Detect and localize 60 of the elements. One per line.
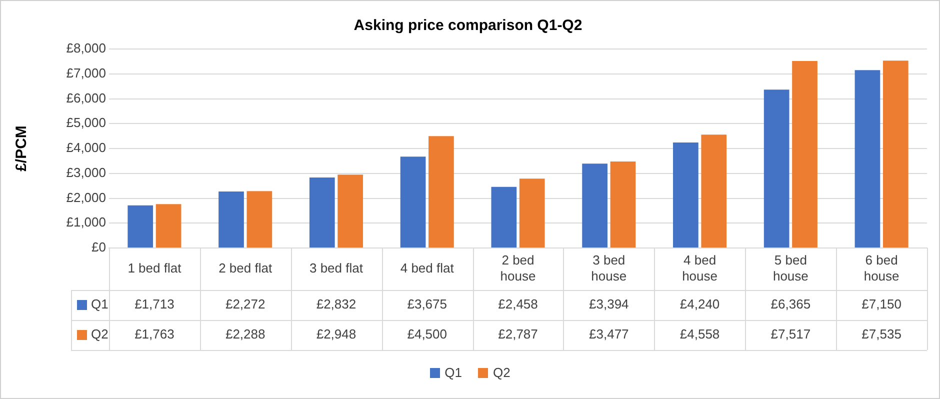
legend-label: Q1 — [91, 296, 108, 312]
data-label: £2,458 — [498, 296, 538, 312]
bar — [673, 142, 698, 248]
bar — [610, 162, 636, 248]
bar — [854, 70, 880, 248]
legend-label: Q2 — [91, 326, 108, 342]
data-label: £6,365 — [770, 296, 811, 312]
y-tick-label: £7,000 — [66, 65, 106, 80]
bar — [218, 191, 244, 248]
data-label: £2,832 — [316, 296, 356, 312]
x-tick-label: 6 bed house — [864, 252, 900, 284]
data-label: £7,150 — [862, 296, 902, 312]
x-tick-label: 2 bed house — [500, 252, 536, 284]
bar — [128, 205, 154, 248]
y-tick-label: £3,000 — [66, 164, 106, 180]
y-tick-label: £4,000 — [66, 140, 106, 156]
data-label: £3,394 — [589, 296, 629, 312]
bar — [338, 174, 363, 248]
x-tick-label: 1 bed flat — [128, 260, 182, 276]
x-tick-label: 4 bed house — [682, 252, 718, 284]
data-label: £2,288 — [225, 326, 266, 342]
data-label: £3,477 — [589, 326, 629, 342]
data-label: £1,713 — [134, 296, 174, 312]
data-label: £2,272 — [225, 296, 266, 312]
bar — [582, 164, 608, 248]
x-tick-label: 4 bed flat — [400, 260, 454, 276]
y-tick-label: £6,000 — [66, 90, 106, 106]
x-tick-label: 3 bed house — [591, 252, 627, 284]
y-tick-label: £0 — [92, 240, 106, 255]
text: Q2 — [493, 365, 510, 380]
x-tick-label: 2 bed flat — [218, 260, 272, 276]
data-label: £7,517 — [770, 326, 811, 342]
bar — [701, 134, 727, 248]
bar — [792, 61, 818, 248]
x-tick-label: 5 bed house — [772, 252, 808, 284]
y-axis-title: £/PCM — [13, 126, 30, 172]
bar — [156, 204, 182, 248]
data-label: £3,675 — [407, 296, 447, 312]
chart-title: Asking price comparison Q1-Q2 — [354, 17, 582, 34]
bar — [400, 156, 426, 248]
bar — [882, 60, 908, 248]
y-tick-label: £8,000 — [66, 40, 106, 56]
data-label: £2,948 — [316, 326, 356, 342]
bar — [428, 136, 454, 248]
data-label: £4,558 — [680, 326, 720, 342]
data-label: £7,535 — [862, 326, 902, 342]
data-label: £1,763 — [134, 326, 174, 342]
bar — [246, 191, 272, 248]
bar — [764, 90, 790, 248]
data-label: £4,240 — [680, 296, 720, 312]
text: Q1 — [444, 365, 462, 380]
bar — [309, 178, 335, 248]
x-tick-label: 3 bed flat — [309, 260, 364, 276]
y-tick-label: £5,000 — [66, 115, 106, 130]
bar — [491, 186, 517, 248]
data-label: £2,787 — [498, 326, 538, 342]
y-tick-label: £1,000 — [66, 214, 106, 230]
bar — [519, 178, 545, 248]
y-tick-label: £2,000 — [66, 190, 106, 205]
data-label: £4,500 — [407, 326, 447, 342]
